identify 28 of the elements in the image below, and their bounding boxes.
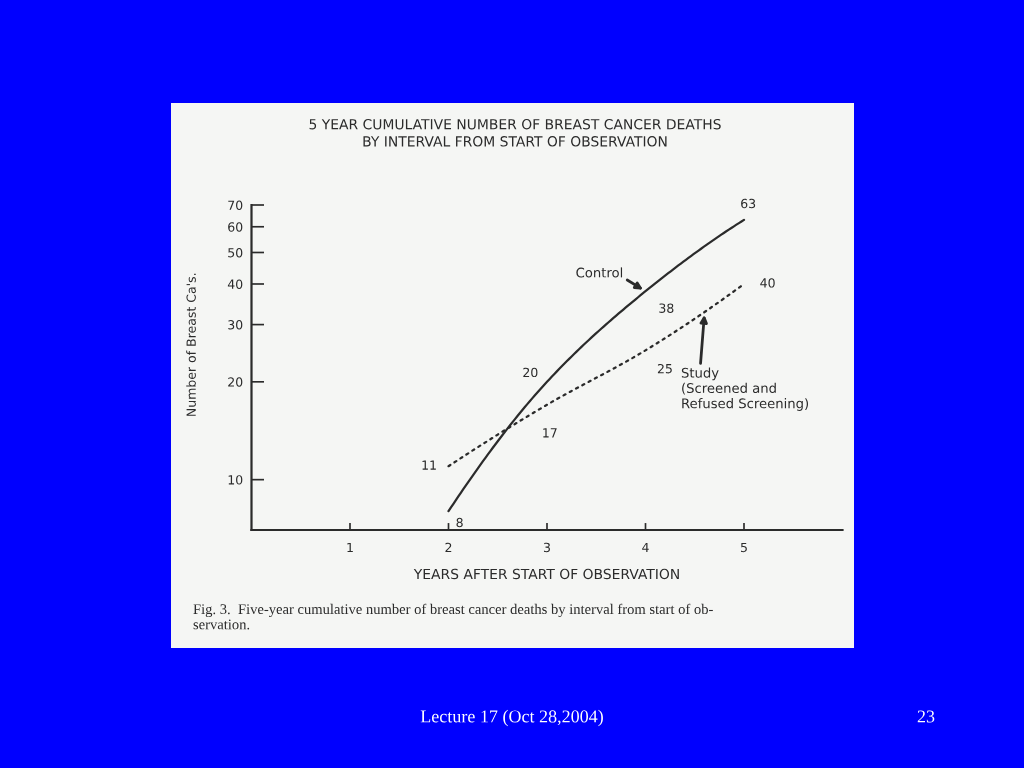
data-label: 20 — [523, 367, 538, 378]
x-tick-label: 4 — [642, 542, 649, 552]
text: Lecture 17 (Oct 28,2004) — [420, 709, 603, 727]
text: 23 — [917, 710, 935, 723]
data-label: 17 — [543, 428, 557, 438]
y-tick-label: 50 — [228, 247, 243, 258]
caption: Fig. 3. Five-year cumulative number of breast cancer deaths by interval from start of ob- servation. — [193, 603, 713, 630]
chart-title: 5 YEAR CUMULATIVE NUMBER OF BREAST CANCER DEATHS BY INTERVAL FROM START OF OBSERVATION — [309, 118, 721, 147]
x-axis-title: YEARS AFTER START OF OBSERVATION — [413, 568, 679, 580]
y-tick-label: 30 — [228, 320, 243, 330]
series-label: Control — [576, 267, 623, 278]
x-tick-label: 3 — [543, 542, 550, 553]
y-tick-label: 40 — [227, 279, 243, 289]
data-label: 38 — [659, 303, 674, 313]
y-axis-title: Number of Breast Ca's. — [186, 273, 196, 416]
x-tick-label: 5 — [740, 542, 747, 553]
y-tick-label: 20 — [228, 377, 243, 387]
data-label: 11 — [422, 460, 436, 470]
data-label: 8 — [456, 517, 463, 528]
y-tick-label: 60 — [228, 222, 243, 232]
y-tick-label: 10 — [228, 475, 243, 485]
x-tick-label: 1 — [347, 542, 353, 552]
data-label: 63 — [741, 198, 756, 209]
data-label: 40 — [760, 278, 775, 288]
text: Study (Screened and Refused Screening) — [681, 367, 809, 411]
x-tick-label: 2 — [445, 542, 452, 552]
y-tick-label: 70 — [228, 200, 243, 210]
data-label: 25 — [657, 363, 672, 374]
